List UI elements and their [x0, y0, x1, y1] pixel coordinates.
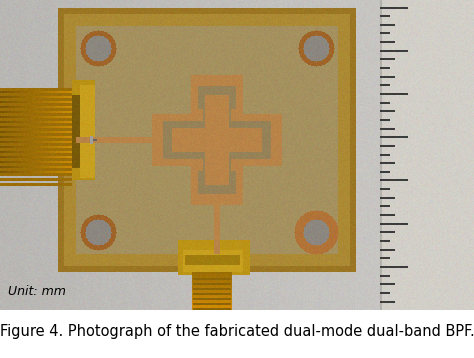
Text: Unit: mm: Unit: mm	[9, 285, 66, 298]
Text: Figure 4. Photograph of the fabricated dual-mode dual-band BPF.: Figure 4. Photograph of the fabricated d…	[0, 324, 474, 339]
